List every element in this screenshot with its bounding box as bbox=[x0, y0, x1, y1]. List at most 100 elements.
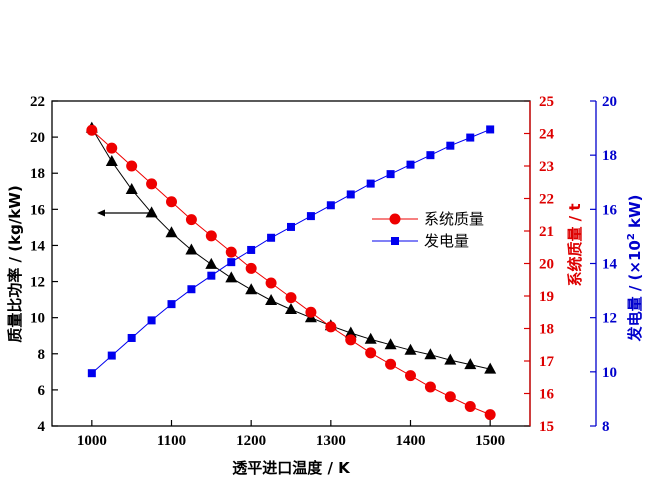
right2-tick-label: 20 bbox=[602, 94, 617, 110]
data-point-circle bbox=[106, 142, 118, 154]
series-circle bbox=[86, 124, 496, 421]
data-point-circle bbox=[345, 334, 357, 346]
series-triangle bbox=[85, 121, 497, 374]
plot-frame bbox=[51, 100, 531, 427]
data-point-triangle bbox=[185, 243, 198, 255]
left-axis-title: 质量比功率 / (kg/kW) bbox=[6, 185, 24, 342]
data-point-circle bbox=[464, 401, 476, 412]
right2-tick-label: 16 bbox=[602, 202, 618, 218]
data-point-square bbox=[247, 245, 256, 254]
data-point-square bbox=[446, 141, 455, 150]
data-point-square bbox=[346, 190, 355, 199]
data-point-circle bbox=[126, 160, 138, 172]
data-point-circle bbox=[484, 409, 496, 421]
annotation-arrow-head bbox=[97, 209, 105, 217]
data-point-triangle bbox=[125, 183, 138, 194]
x-tick-label: 1300 bbox=[316, 433, 346, 449]
right-axis-title-2-suffix: kW) bbox=[626, 195, 644, 234]
data-point-square bbox=[406, 160, 415, 169]
data-point-square bbox=[207, 271, 216, 280]
data-point-circle bbox=[146, 178, 158, 190]
data-point-square bbox=[326, 201, 335, 210]
data-point-circle bbox=[205, 230, 217, 242]
series-layer bbox=[85, 121, 497, 421]
legend-marker-system-mass bbox=[389, 213, 401, 225]
data-point-triangle bbox=[444, 353, 457, 365]
legend-item-power-output: 发电量 bbox=[372, 232, 469, 250]
data-point-circle bbox=[265, 277, 277, 289]
data-point-circle bbox=[305, 306, 317, 318]
x-tick-label: 1500 bbox=[475, 433, 505, 449]
x-tick-label: 1000 bbox=[77, 433, 107, 449]
right1-tick-label: 15 bbox=[539, 419, 554, 435]
data-point-circle bbox=[285, 292, 297, 304]
data-point-triangle bbox=[205, 257, 218, 269]
right1-tick-label: 18 bbox=[539, 322, 554, 338]
data-point-square bbox=[127, 333, 136, 342]
data-point-circle bbox=[245, 262, 257, 274]
data-point-triangle bbox=[464, 358, 477, 370]
left-tick-label: 20 bbox=[30, 130, 45, 146]
data-point-triangle bbox=[225, 271, 238, 283]
data-point-square bbox=[167, 300, 176, 309]
data-point-circle bbox=[365, 347, 377, 359]
annotation-arrow bbox=[97, 209, 150, 217]
legend-label-system-mass: 系统质量 bbox=[424, 210, 484, 228]
data-point-triangle bbox=[404, 343, 417, 355]
data-point-square bbox=[306, 212, 315, 221]
data-point-circle bbox=[325, 321, 337, 333]
data-point-circle bbox=[405, 370, 416, 382]
right2-tick-label: 12 bbox=[602, 311, 617, 327]
left-tick-label: 4 bbox=[38, 419, 46, 435]
left-tick-label: 12 bbox=[30, 275, 45, 291]
data-point-triangle bbox=[364, 332, 377, 344]
x-tick-label: 1100 bbox=[157, 433, 186, 449]
series-line-square bbox=[91, 128, 491, 374]
left-tick-label: 8 bbox=[38, 347, 46, 363]
data-point-circle bbox=[225, 246, 237, 258]
left-tick-label: 14 bbox=[30, 238, 46, 254]
data-point-triangle bbox=[424, 348, 437, 360]
right-axis-title-2-prefix: 发电量 / (×10 bbox=[626, 240, 644, 342]
data-point-triangle bbox=[344, 326, 357, 338]
left-tick-label: 22 bbox=[30, 94, 45, 110]
data-point-triangle bbox=[145, 206, 158, 218]
legend: 系统质量 发电量 bbox=[372, 210, 484, 250]
data-point-circle bbox=[385, 358, 397, 370]
data-point-circle bbox=[424, 381, 436, 393]
data-point-square bbox=[386, 170, 395, 179]
data-point-triangle bbox=[384, 338, 397, 350]
right1-tick-label: 16 bbox=[539, 387, 555, 403]
right1-tick-label: 19 bbox=[539, 289, 554, 305]
right1-tick-label: 21 bbox=[539, 224, 554, 240]
right2-tick-label: 8 bbox=[602, 419, 610, 435]
data-point-triangle bbox=[105, 155, 118, 166]
right2-tick-label: 14 bbox=[602, 257, 618, 273]
left-tick-label: 6 bbox=[38, 383, 46, 399]
data-point-square bbox=[267, 233, 276, 242]
data-point-square bbox=[426, 151, 435, 160]
data-point-triangle bbox=[265, 294, 278, 305]
right2-tick-label: 18 bbox=[602, 148, 617, 164]
right1-tick-label: 23 bbox=[539, 159, 554, 175]
data-point-triangle bbox=[245, 283, 258, 295]
right-axis-title-2: 发电量 / (×102 kW) bbox=[626, 195, 644, 343]
right-axis-title-2-sup: 2 bbox=[626, 233, 637, 240]
right2-tick-label: 10 bbox=[602, 365, 617, 381]
x-tick-label: 1200 bbox=[236, 433, 266, 449]
left-tick-label: 16 bbox=[30, 202, 46, 218]
data-point-square bbox=[187, 285, 196, 294]
legend-label-power-output: 发电量 bbox=[424, 232, 469, 250]
legend-item-system-mass: 系统质量 bbox=[372, 210, 484, 228]
data-point-circle bbox=[444, 391, 456, 403]
data-point-triangle bbox=[285, 303, 297, 314]
right-axis-title-1: 系统质量 / t bbox=[566, 203, 584, 286]
right1-tick-label: 22 bbox=[539, 192, 554, 208]
data-point-triangle bbox=[484, 362, 497, 374]
right1-tick-label: 17 bbox=[539, 354, 555, 370]
data-point-square bbox=[227, 258, 236, 267]
data-point-circle bbox=[86, 124, 98, 136]
legend-marker-power-output bbox=[391, 237, 399, 245]
data-point-square bbox=[466, 133, 475, 142]
right1-tick-label: 25 bbox=[539, 94, 554, 110]
